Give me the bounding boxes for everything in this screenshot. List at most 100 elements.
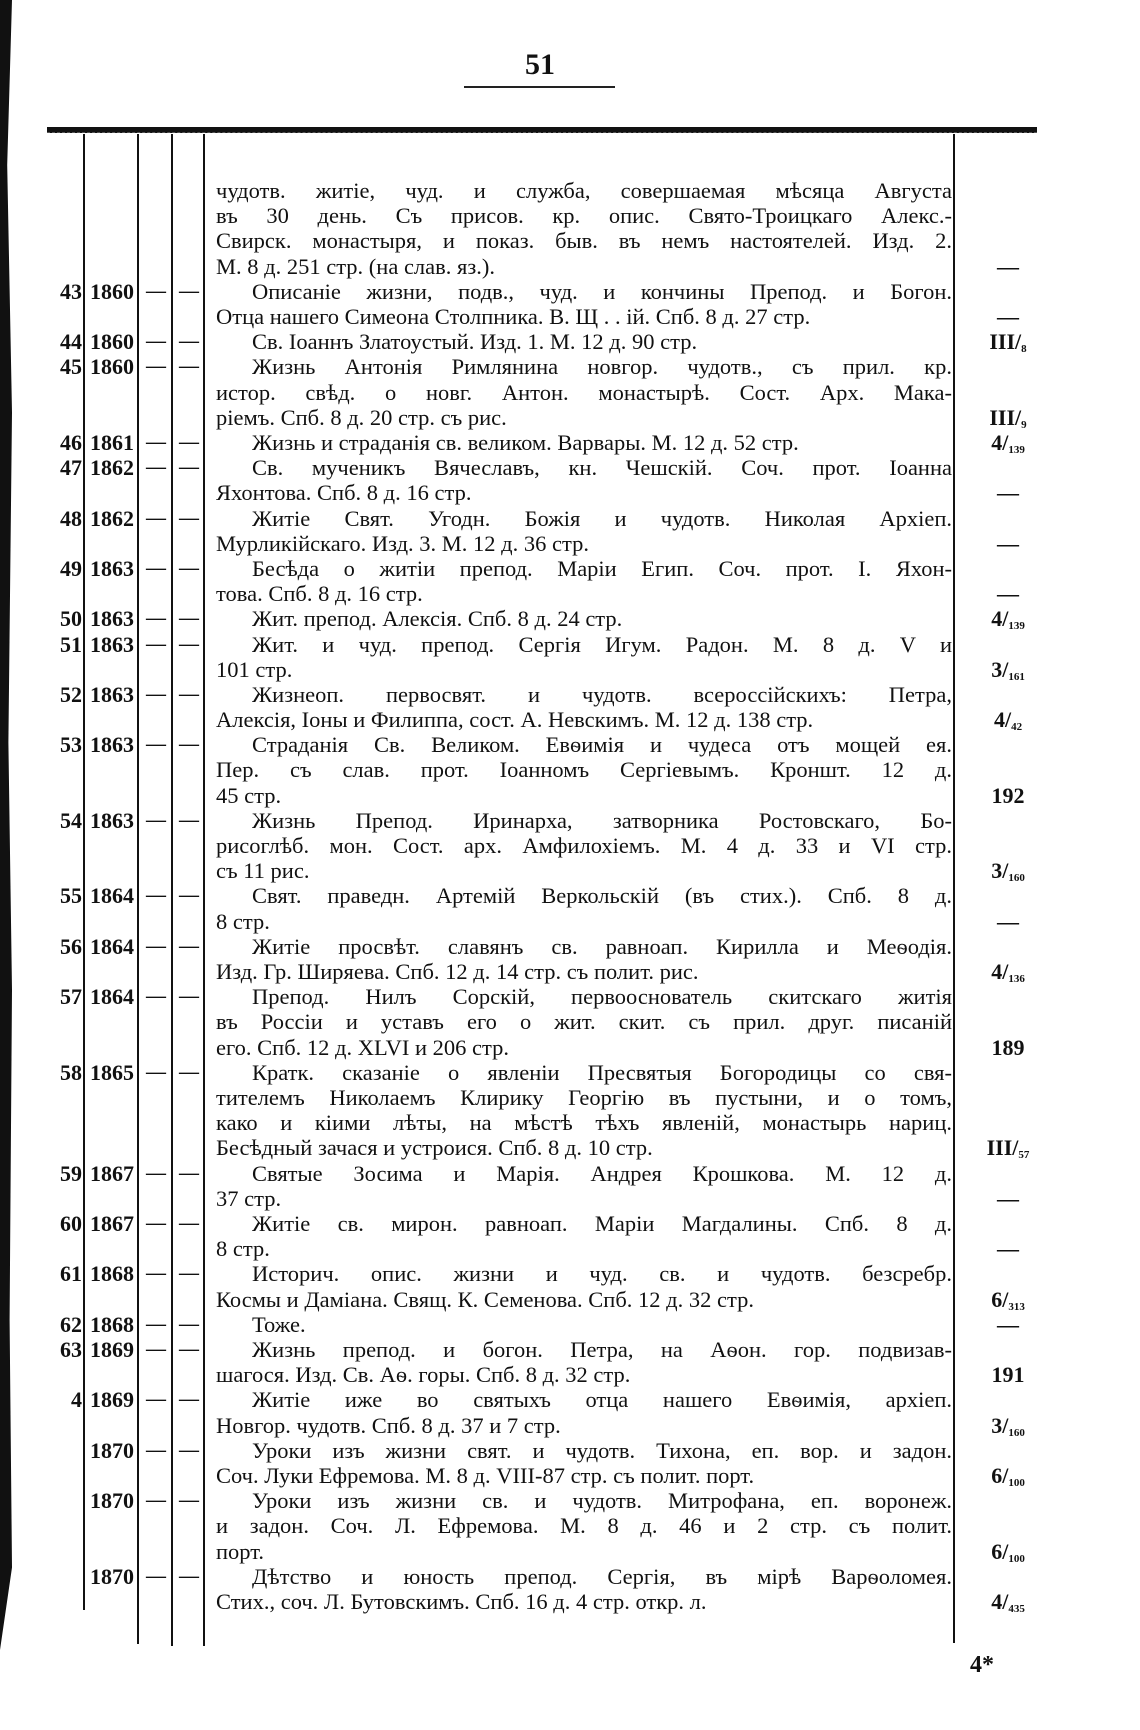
entry-text-line: въ 30 день. Съ присов. кр. опис. Свято-Т…	[216, 203, 952, 229]
entry-dash-column-2: —	[179, 607, 199, 630]
entry-text-line: Космы и Даміана. Свящ. К. Семенова. Спб.…	[216, 1286, 754, 1312]
entry-dash-column-1: —	[146, 506, 166, 529]
column-divider-dash2	[203, 134, 205, 1646]
entry-dash-column-2: —	[179, 1060, 199, 1083]
entry-description: Жит. препод. Алексія. Спб. 8 д. 24 стр.	[216, 606, 952, 631]
entry-dash-column-1: —	[146, 330, 166, 353]
value-main: —	[997, 530, 1019, 556]
entry-text-line: Препод. Нилъ Сорскій, первооснователь ск…	[252, 984, 952, 1010]
entry-text-line: Тоже.	[252, 1311, 306, 1337]
entry-text-line: Св. Іоаннъ Златоустый. Изд. 1. М. 12 д. …	[252, 329, 698, 355]
entry-dash-column-2: —	[179, 456, 199, 479]
catalog-entry: 43 1860 — — Описаніе жизни, подв., чуд. и ко…	[0, 279, 1140, 329]
entry-year: 1864	[90, 933, 134, 959]
entry-text-line: Описаніе жизни, подв., чуд. и кончины Пр…	[252, 278, 952, 304]
entry-year: 1860	[90, 354, 134, 380]
entry-dash-column-1: —	[146, 1489, 166, 1512]
catalog-entry: чудотв. житіе, чуд. и служба, совершаема…	[0, 178, 1140, 279]
entry-shelf-value: 4/139	[958, 606, 1058, 639]
entry-text-line: въ Россіи и уставъ его о жит. скит. съ п…	[216, 1009, 952, 1035]
entry-text-line: рисоглѣб. мон. Сост. арх. Амфилохіемъ. М…	[216, 833, 952, 859]
entry-text-line: Свят. праведн. Артемій Веркольскій (въ с…	[252, 883, 952, 909]
entry-text-line: Жизнь Препод. Иринарха, затворника Росто…	[252, 807, 952, 833]
entry-shelf-value: 192	[958, 783, 1058, 816]
entry-dash-column-2: —	[179, 1212, 199, 1235]
catalog-entry: 50 1863 — — Жит. препод. Алексія. Спб. 8 д. …	[0, 606, 1140, 632]
catalog-entry: 59 1867 — — Святые Зосима и Марія. Андрея Кр…	[0, 1161, 1140, 1211]
entry-year: 1863	[90, 807, 134, 833]
value-subscript: 139	[1008, 620, 1025, 633]
entry-dash-column-1: —	[146, 934, 166, 957]
entry-number: 51	[60, 631, 82, 657]
entry-description: Жизнь Антонія Римлянина новгор. чудотв.,…	[216, 354, 952, 430]
entry-shelf-value: —	[958, 531, 1058, 564]
entry-dash-column-1: —	[146, 1262, 166, 1285]
entry-shelf-value: 4/435	[958, 1589, 1058, 1622]
entry-dash-column-1: —	[146, 682, 166, 705]
entry-text-line: Новгор. чудотв. Спб. 8 д. 37 и 7 стр.	[216, 1412, 561, 1438]
entry-year: 1870	[90, 1488, 134, 1514]
value-main: —	[997, 1311, 1019, 1337]
value-main: 4/	[991, 429, 1009, 455]
catalog-entry: 47 1862 — — Св. мученикъ Вячеславъ, кн. Чешс…	[0, 455, 1140, 505]
entry-text-line: Житіе св. мирон. равноап. Маріи Магдалин…	[252, 1211, 952, 1237]
entry-dash-column-1: —	[146, 556, 166, 579]
entry-shelf-value: 3/160	[958, 1413, 1058, 1446]
entry-text-line: Страданія Св. Великом. Евѳимія и чудеса …	[252, 732, 952, 758]
entry-text-line: Св. мученикъ Вячеславъ, кн. Чешскій. Соч…	[252, 455, 952, 481]
catalog-entry: 45 1860 — — Жизнь Антонія Римлянина новгор. …	[0, 354, 1140, 430]
entry-description: Св. Іоаннъ Златоустый. Изд. 1. М. 12 д. …	[216, 329, 952, 354]
entry-year: 1868	[90, 1261, 134, 1287]
column-divider-number	[83, 134, 85, 1610]
entry-text-line: чудотв. житіе, чуд. и служба, совершаема…	[216, 178, 952, 203]
value-subscript: 313	[1008, 1300, 1025, 1313]
value-subscript: 435	[1008, 1602, 1025, 1615]
entry-dash-column-2: —	[179, 985, 199, 1008]
entry-year: 1868	[90, 1311, 134, 1337]
entry-year: 1867	[90, 1211, 134, 1237]
entry-text-line: Жит. и чуд. препод. Сергія Игум. Радон. …	[252, 631, 952, 657]
value-main: —	[997, 253, 1019, 279]
value-subscript: 136	[1008, 973, 1025, 986]
catalog-entry: 49 1863 — — Бесѣда о житіи препод. Маріи Еги…	[0, 556, 1140, 606]
entry-year: 1869	[90, 1387, 134, 1413]
catalog-entry: 56 1864 — — Житіе просвѣт. славянъ св. равно…	[0, 933, 1140, 985]
entry-shelf-value: 4/42	[958, 707, 1058, 740]
entry-description: Жизнь препод. и богон. Петра, на Аѳон. г…	[216, 1337, 952, 1387]
entry-shelf-value: 4/136	[958, 959, 1058, 992]
entry-dash-column-2: —	[179, 556, 199, 579]
entry-text-line: 37 стр.	[216, 1185, 282, 1211]
value-subscript: 57	[1018, 1149, 1030, 1162]
entry-description: Уроки изъ жизни св. и чудотв. Митрофана,…	[216, 1488, 952, 1564]
entry-text-line: 45 стр.	[216, 782, 282, 808]
entry-shelf-value: III/8	[958, 329, 1058, 362]
catalog-entry: 1870 — — Уроки изъ жизни свят. и чудотв. Ти…	[0, 1438, 1140, 1489]
catalog-entry: 60 1867 — — Житіе св. мирон. равноап. Маріи …	[0, 1211, 1140, 1261]
entry-shelf-value: 3/160	[958, 858, 1058, 891]
entry-shelf-value: 191	[958, 1362, 1058, 1395]
catalog-table: чудотв. житіе, чуд. и служба, совершаема…	[0, 178, 1140, 1615]
entry-number: 46	[60, 429, 82, 455]
entry-shelf-value: —	[958, 254, 1058, 287]
value-main: 6/	[991, 1462, 1009, 1488]
entry-text-line: и задон. Соч. Л. Ефремова. М. 8 д. 46 и …	[216, 1513, 952, 1539]
catalog-entry: 1870 — — Уроки изъ жизни св. и чудотв. Митр…	[0, 1488, 1140, 1564]
entry-dash-column-2: —	[179, 1438, 199, 1461]
entry-dash-column-1: —	[146, 632, 166, 655]
entry-text-line: това. Спб. 8 д. 16 стр.	[216, 581, 423, 607]
entry-text-line: како и кіими лѣты, на мѣстѣ тѣхъ явленій…	[216, 1110, 952, 1136]
entry-year: 1870	[90, 1563, 134, 1589]
page-number-underline	[464, 86, 615, 88]
entry-number: 52	[60, 681, 82, 707]
entry-number: 45	[60, 354, 82, 380]
entry-dash-column-1: —	[146, 808, 166, 831]
entry-dash-column-2: —	[179, 632, 199, 655]
entry-number: 63	[60, 1337, 82, 1363]
value-subscript: 8	[1021, 343, 1027, 356]
value-subscript: 9	[1021, 418, 1027, 431]
entry-shelf-value: —	[958, 581, 1058, 614]
entry-shelf-value: —	[958, 1312, 1058, 1345]
entry-text-line: 8 стр.	[216, 1236, 270, 1262]
entry-dash-column-2: —	[179, 279, 199, 302]
entry-text-line: Бесѣдный зачася и устроися. Спб. 8 д. 10…	[216, 1135, 653, 1161]
